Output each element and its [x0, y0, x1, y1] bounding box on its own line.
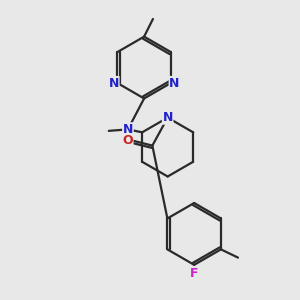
Text: N: N [109, 76, 119, 89]
Text: N: N [169, 76, 180, 89]
Text: O: O [122, 134, 133, 147]
Text: N: N [123, 123, 133, 136]
Text: F: F [190, 267, 198, 280]
Text: N: N [163, 111, 173, 124]
